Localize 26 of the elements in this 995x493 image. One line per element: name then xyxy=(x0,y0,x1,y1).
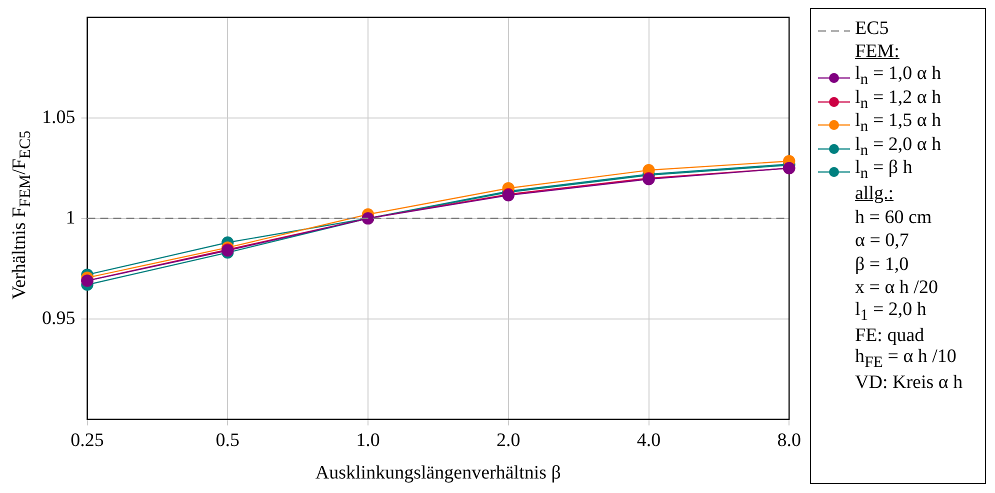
x-tick-label: 0.5 xyxy=(216,430,240,451)
x-tick-label: 4.0 xyxy=(636,430,661,451)
x-axis-title: Ausklinkungslängenverhältnis β xyxy=(315,462,561,484)
y-tick-label: 0.95 xyxy=(42,308,76,329)
legend-label: EC5 xyxy=(855,18,889,40)
legend-label: l$_{n}$ = 1,2 α h xyxy=(855,86,942,112)
x-tick-label: 0.25 xyxy=(70,430,104,451)
text: allg.: xyxy=(855,182,894,205)
legend-label: l$_{n}$ = 1,5 α h xyxy=(855,110,942,136)
text: VD: Kreis α h xyxy=(855,372,963,394)
text: h$_{FE}$ = α h /10 xyxy=(855,346,956,372)
text: α = 0,7 xyxy=(855,230,909,252)
x-tick-label: 8.0 xyxy=(777,430,801,451)
y-tick-label: 1.05 xyxy=(42,106,76,128)
text: β = 1,0 xyxy=(855,254,909,276)
text: l$_{1}$ = 2,0 h xyxy=(855,299,926,325)
legend-title: FEM: xyxy=(855,41,900,64)
legend-label: l$_{n}$ = β h xyxy=(855,157,912,184)
text: FE: quad xyxy=(855,324,924,347)
y-tick-label: 1 xyxy=(66,207,76,228)
text: x = α h /20 xyxy=(855,277,938,300)
legend-label: l$_{n}$ = 1,0 α h xyxy=(855,63,942,88)
x-tick-label: 1.0 xyxy=(356,430,380,451)
text: h = 60 cm xyxy=(855,206,932,229)
legend-label: l$_{n}$ = 2,0 α h xyxy=(855,134,942,159)
x-tick-label: 2.0 xyxy=(496,430,520,451)
